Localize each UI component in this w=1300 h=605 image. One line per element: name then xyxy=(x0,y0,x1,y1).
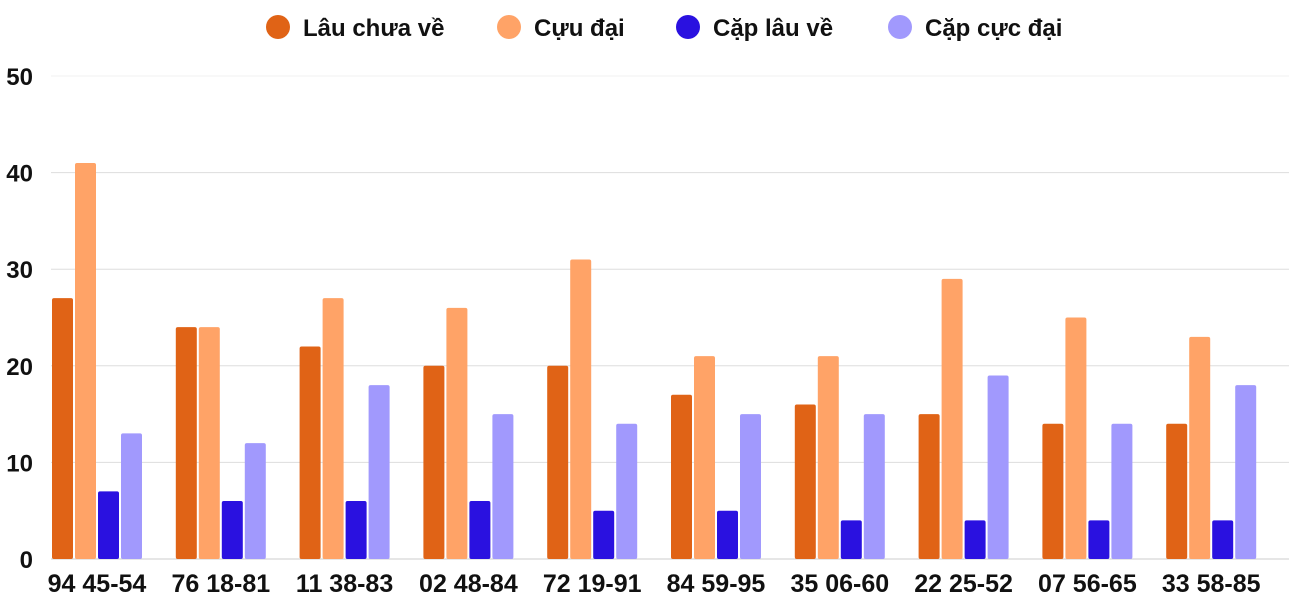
y-tick-label: 10 xyxy=(6,450,33,477)
legend-item: Cựu đại xyxy=(497,15,625,42)
legend-label: Cặp cực đại xyxy=(925,15,1062,42)
bar-1-8 xyxy=(1065,317,1087,559)
bar-3-9 xyxy=(1235,385,1257,559)
bar-3-8 xyxy=(1111,423,1133,559)
bar-1-6 xyxy=(817,356,839,559)
bar-1-5 xyxy=(694,356,715,559)
y-tick-label: 20 xyxy=(6,354,33,381)
legend-swatch xyxy=(676,15,700,39)
bar-2-7 xyxy=(964,520,986,559)
bar-2-0 xyxy=(98,491,119,559)
legend-swatch xyxy=(497,15,521,39)
bar-1-9 xyxy=(1189,336,1211,559)
legend-item: Cặp cực đại xyxy=(888,15,1062,42)
x-tick-label: 84 59-95 xyxy=(667,570,766,598)
bar-2-9 xyxy=(1212,520,1234,559)
bar-1-1 xyxy=(198,327,220,559)
bar-2-5 xyxy=(717,510,738,559)
bars xyxy=(52,162,1257,559)
bar-0-5 xyxy=(671,394,692,559)
bar-0-8 xyxy=(1042,423,1064,559)
bar-2-4 xyxy=(593,510,615,559)
bar-3-6 xyxy=(863,414,885,559)
x-tick-label: 33 58-85 xyxy=(1162,570,1261,598)
y-tick-label: 40 xyxy=(6,161,33,188)
bar-0-7 xyxy=(918,414,940,559)
bar-3-5 xyxy=(740,414,761,559)
legend-item: Lâu chưa về xyxy=(266,15,444,42)
y-axis: 0 10 20 30 40 50 xyxy=(6,64,33,574)
bar-0-4 xyxy=(547,365,569,559)
bar-0-3 xyxy=(423,365,445,559)
bar-3-0 xyxy=(121,433,142,559)
x-tick-label: 94 45-54 xyxy=(48,570,147,598)
bar-2-6 xyxy=(840,520,862,559)
x-tick-label: 11 38-83 xyxy=(296,570,393,598)
bar-1-4 xyxy=(570,259,592,559)
x-tick-label: 07 56-65 xyxy=(1038,570,1137,598)
gridlines xyxy=(51,75,1289,560)
bar-2-1 xyxy=(221,501,243,559)
bar-3-4 xyxy=(616,423,638,559)
bar-3-7 xyxy=(987,375,1009,559)
bar-2-8 xyxy=(1088,520,1110,559)
bar-0-9 xyxy=(1166,423,1188,559)
bar-2-3 xyxy=(469,501,491,559)
x-tick-label: 76 18-81 xyxy=(171,570,270,598)
x-tick-label: 22 25-52 xyxy=(914,570,1013,598)
bar-3-3 xyxy=(492,414,514,559)
y-tick-label: 0 xyxy=(20,547,33,574)
bar-1-2 xyxy=(322,298,344,559)
bar-3-1 xyxy=(244,443,266,559)
bar-1-3 xyxy=(446,307,468,559)
x-tick-label: 02 48-84 xyxy=(419,570,518,598)
x-axis: 94 45-54 76 18-81 11 38-83 02 48-84 72 19-91… xyxy=(48,570,1261,598)
bar-1-7 xyxy=(941,278,963,559)
bar-0-0 xyxy=(52,298,73,559)
y-tick-label: 50 xyxy=(6,64,33,91)
bar-0-2 xyxy=(299,346,321,559)
legend-swatch xyxy=(888,15,912,39)
legend-label: Cựu đại xyxy=(534,15,625,42)
x-tick-label: 72 19-91 xyxy=(543,570,642,598)
legend-item: Cặp lâu về xyxy=(676,15,833,42)
y-tick-label: 30 xyxy=(6,257,33,284)
legend-swatch xyxy=(266,15,290,39)
bar-0-6 xyxy=(794,404,816,559)
legend: Lâu chưa về Cựu đại Cặp lâu về Cặp cực đại xyxy=(266,15,1062,42)
legend-label: Lâu chưa về xyxy=(303,15,444,42)
bar-0-1 xyxy=(175,327,197,559)
x-tick-label: 35 06-60 xyxy=(790,570,889,598)
bar-2-2 xyxy=(345,501,367,559)
legend-label: Cặp lâu về xyxy=(713,15,833,42)
bar-1-0 xyxy=(75,162,96,559)
bar-3-2 xyxy=(368,385,390,559)
